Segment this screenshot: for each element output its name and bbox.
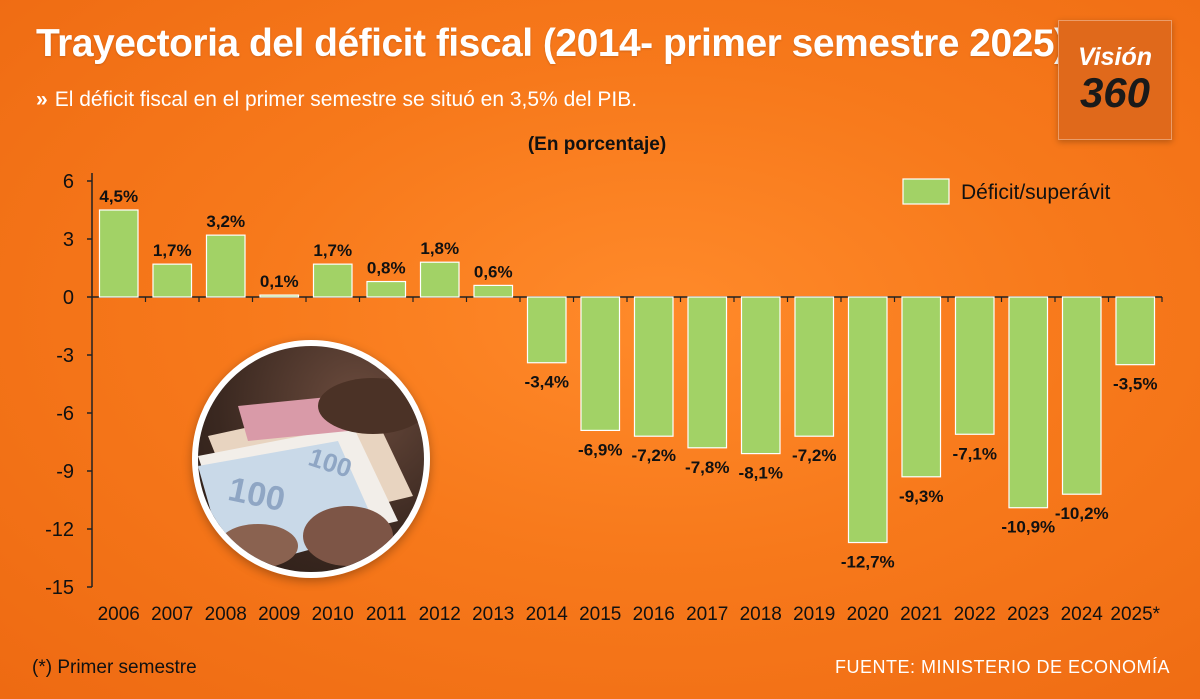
unit-label: (En porcentaje) xyxy=(528,134,666,155)
x-tick-label: 2018 xyxy=(740,604,782,625)
y-tick-label: -9 xyxy=(56,461,74,483)
x-tick-label: 2016 xyxy=(633,604,675,625)
bar xyxy=(473,284,514,298)
bar xyxy=(580,296,621,431)
banknote-illustration xyxy=(198,378,424,572)
y-tick-label: -6 xyxy=(56,403,74,425)
data-label: -7,2% xyxy=(792,446,836,465)
x-tick-label: 2006 xyxy=(98,604,140,625)
data-label: 1,7% xyxy=(313,241,352,260)
x-tick-label: 2022 xyxy=(954,604,996,625)
y-tick-label: 6 xyxy=(63,171,74,193)
data-label: 4,5% xyxy=(99,187,138,206)
data-label: -7,8% xyxy=(685,458,729,477)
bar xyxy=(152,263,193,298)
x-tick-label: 2012 xyxy=(419,604,461,625)
chart-title: Trayectoria del déficit fiscal (2014- pr… xyxy=(36,22,1067,65)
y-tick-label: -12 xyxy=(45,519,74,541)
y-tick-label: 3 xyxy=(63,229,74,251)
y-tick-label: -15 xyxy=(45,577,74,599)
x-tick-label: 2021 xyxy=(900,604,942,625)
bar xyxy=(205,234,246,298)
data-label: -6,9% xyxy=(578,440,622,459)
bar xyxy=(901,296,942,478)
source-credit: FUENTE: MINISTERIO DE ECONOMÍA xyxy=(834,657,1170,677)
x-tick-label: 2007 xyxy=(151,604,193,625)
bar xyxy=(687,296,728,449)
bar xyxy=(1115,296,1156,366)
subtitle-text: El déficit fiscal en el primer semestre … xyxy=(54,88,638,111)
data-label: -3,5% xyxy=(1113,375,1157,394)
logo-line2: 360 xyxy=(1079,69,1151,116)
data-label: 1,7% xyxy=(153,241,192,260)
x-tick-label: 2020 xyxy=(847,604,889,625)
legend-label: Déficit/superávit xyxy=(961,181,1111,204)
legend-swatch xyxy=(902,178,950,205)
bar xyxy=(794,296,835,437)
bar xyxy=(1008,296,1049,509)
data-label: -3,4% xyxy=(525,373,569,392)
logo-line1: Visión xyxy=(1077,43,1153,71)
bar xyxy=(419,261,460,298)
chart-subtitle: » El déficit fiscal en el primer semestre… xyxy=(36,88,637,112)
bar xyxy=(526,296,567,364)
x-tick-label: 2014 xyxy=(526,604,569,625)
y-tick-label: 0 xyxy=(63,287,74,309)
bar xyxy=(259,294,300,298)
vision360-logo: Visión 360 xyxy=(1058,20,1172,140)
bar xyxy=(954,296,995,435)
x-tick-label: 2013 xyxy=(472,604,514,625)
x-tick-label: 2017 xyxy=(686,604,728,625)
bar xyxy=(312,263,353,298)
x-tick-label: 2024 xyxy=(1061,604,1104,625)
x-tick-label: 2011 xyxy=(366,604,407,625)
data-label: 3,2% xyxy=(206,212,245,231)
x-tick-label: 2008 xyxy=(205,604,247,625)
data-label: -10,2% xyxy=(1055,504,1109,523)
data-label: -7,2% xyxy=(632,446,676,465)
data-label: -8,1% xyxy=(739,464,783,483)
bar xyxy=(847,296,888,544)
double-chevron-icon: » xyxy=(36,88,48,111)
x-tick-label: 2015 xyxy=(579,604,621,625)
x-tick-label: 2025* xyxy=(1110,604,1160,625)
money-photo: 100 100 xyxy=(192,340,430,578)
x-tick-label: 2019 xyxy=(793,604,835,625)
bar xyxy=(633,296,674,437)
x-tick-label: 2009 xyxy=(258,604,300,625)
bar xyxy=(740,296,781,455)
data-label: 1,8% xyxy=(420,239,459,258)
y-tick-label: -3 xyxy=(56,345,74,367)
data-label: 0,8% xyxy=(367,259,406,278)
bar xyxy=(98,209,139,298)
data-label: 0,6% xyxy=(474,262,513,281)
bar xyxy=(1061,296,1102,495)
footnote: (*) Primer semestre xyxy=(32,657,197,678)
data-label: -7,1% xyxy=(953,444,997,463)
data-label: -9,3% xyxy=(899,487,943,506)
data-label: -10,9% xyxy=(1001,518,1055,537)
x-tick-label: 2023 xyxy=(1007,604,1049,625)
data-label: 0,1% xyxy=(260,272,299,291)
bar xyxy=(366,280,407,298)
x-tick-label: 2010 xyxy=(312,604,354,625)
data-label: -12,7% xyxy=(841,553,895,572)
